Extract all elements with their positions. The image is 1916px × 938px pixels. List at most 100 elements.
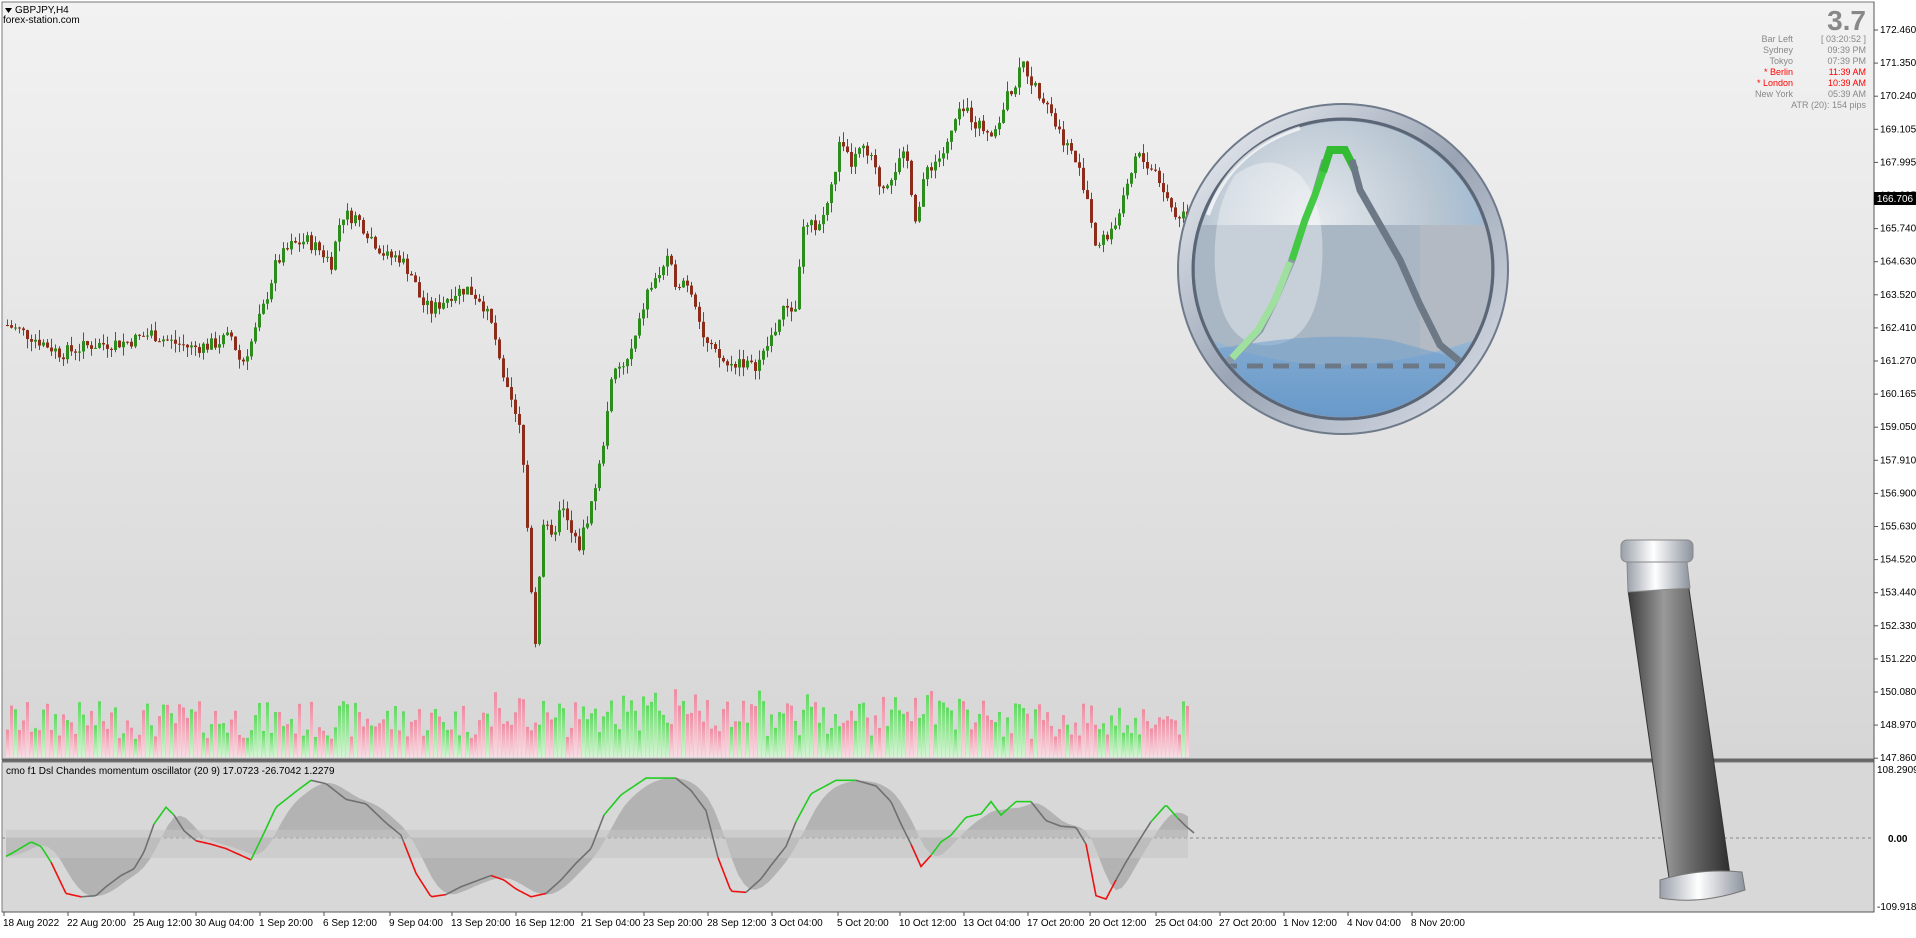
candle-body xyxy=(202,343,205,353)
price-tick-label: 165.740 xyxy=(1880,224,1916,235)
volume-bar xyxy=(726,701,729,757)
candle-body xyxy=(390,251,393,258)
candle-body xyxy=(742,359,745,368)
volume-bar xyxy=(334,727,337,757)
volume-bar xyxy=(350,736,353,757)
info-big-value: 3.7 xyxy=(1827,5,1866,36)
candle-body xyxy=(174,339,177,344)
volume-bar xyxy=(874,715,877,757)
volume-bar xyxy=(386,710,389,757)
volume-bar xyxy=(414,720,417,757)
candle-body xyxy=(454,295,457,301)
candle-body xyxy=(858,148,861,154)
volume-bar xyxy=(1042,720,1045,757)
candle-body xyxy=(450,298,453,301)
candle-body xyxy=(338,225,341,242)
candle-body xyxy=(102,342,105,345)
candle-body xyxy=(678,286,681,288)
oscillator-segment xyxy=(1150,805,1179,823)
info-row-value: 10:39 AM xyxy=(1828,78,1866,88)
volume-bar xyxy=(106,728,109,757)
volume-bar xyxy=(430,712,433,757)
time-tick-label: 16 Sep 12:00 xyxy=(515,918,575,929)
candle-body xyxy=(958,108,961,120)
volume-bar xyxy=(862,702,865,757)
volume-bar xyxy=(814,702,817,757)
candle-body xyxy=(906,151,909,161)
volume-bar xyxy=(858,703,861,757)
volume-bar xyxy=(790,705,793,757)
volume-bar xyxy=(454,711,457,757)
candle-body xyxy=(1134,156,1137,174)
volume-bar xyxy=(882,696,885,757)
candle-body xyxy=(318,242,321,251)
candle-body xyxy=(342,219,345,226)
volume-bar xyxy=(706,700,709,757)
volume-bar xyxy=(962,701,965,757)
volume-bar xyxy=(278,712,281,757)
candle-body xyxy=(146,335,149,337)
volume-bar xyxy=(582,706,585,757)
volume-bar xyxy=(58,735,61,757)
volume-bar xyxy=(546,712,549,757)
volume-bar xyxy=(354,702,357,757)
candle-body xyxy=(938,158,941,162)
info-panel: 3.7 Bar Left [ 03:20:52 ] Sydney 09:39 PM To… xyxy=(1755,5,1867,110)
volume-bar xyxy=(622,695,625,757)
candle-body xyxy=(406,258,409,274)
chart-menu-triangle-icon[interactable] xyxy=(5,8,12,13)
candle-body xyxy=(1014,87,1017,95)
candle-body xyxy=(782,305,785,320)
volume-bar xyxy=(202,732,205,757)
volume-bar xyxy=(634,710,637,757)
volume-bar xyxy=(534,722,537,757)
oscillator-segment xyxy=(250,779,312,861)
volume-bar xyxy=(1126,725,1129,757)
time-tick-label: 27 Oct 20:00 xyxy=(1219,918,1277,929)
candle-body xyxy=(238,350,241,360)
candle-body xyxy=(1046,102,1049,105)
volume-bar xyxy=(306,729,309,757)
volume-bar xyxy=(930,691,933,757)
volume-bar xyxy=(946,707,949,757)
time-tick-label: 17 Oct 20:00 xyxy=(1027,918,1085,929)
time-tick-label: 21 Sep 04:00 xyxy=(581,918,641,929)
volume-bar xyxy=(70,722,73,757)
volume-bar xyxy=(514,712,517,757)
candle-body xyxy=(946,141,949,154)
volume-bar xyxy=(762,701,765,757)
volume-bar xyxy=(890,709,893,757)
volume-bar xyxy=(230,719,233,757)
candle-body xyxy=(434,302,437,314)
time-tick-label: 23 Sep 20:00 xyxy=(643,918,703,929)
candle-body xyxy=(866,145,869,156)
candle-body xyxy=(370,236,373,239)
candle-body xyxy=(758,359,761,371)
volume-bar xyxy=(210,724,213,757)
volume-bar xyxy=(486,713,489,757)
candle-body xyxy=(1142,153,1145,163)
volume-bar xyxy=(218,723,221,757)
volume-bar xyxy=(542,700,545,757)
volume-bar xyxy=(898,710,901,757)
candle-body xyxy=(918,206,921,222)
candle-body xyxy=(574,532,577,537)
candle-body xyxy=(930,167,933,171)
volume-bar xyxy=(442,721,445,757)
candle-body xyxy=(962,108,965,112)
candle-body xyxy=(658,275,661,279)
volume-bar xyxy=(774,727,777,757)
volume-bar xyxy=(910,721,913,757)
main-pane[interactable] xyxy=(1,1,1875,761)
candle-body xyxy=(1170,198,1173,208)
candle-body xyxy=(1118,213,1121,226)
volume-bar xyxy=(970,729,973,757)
volume-bar xyxy=(90,710,93,757)
candle-body xyxy=(1094,222,1097,246)
price-tick-label: 169.105 xyxy=(1880,124,1916,135)
volume-bar xyxy=(158,716,161,757)
candle-body xyxy=(546,524,549,526)
price-tick-label: 156.900 xyxy=(1880,488,1916,499)
